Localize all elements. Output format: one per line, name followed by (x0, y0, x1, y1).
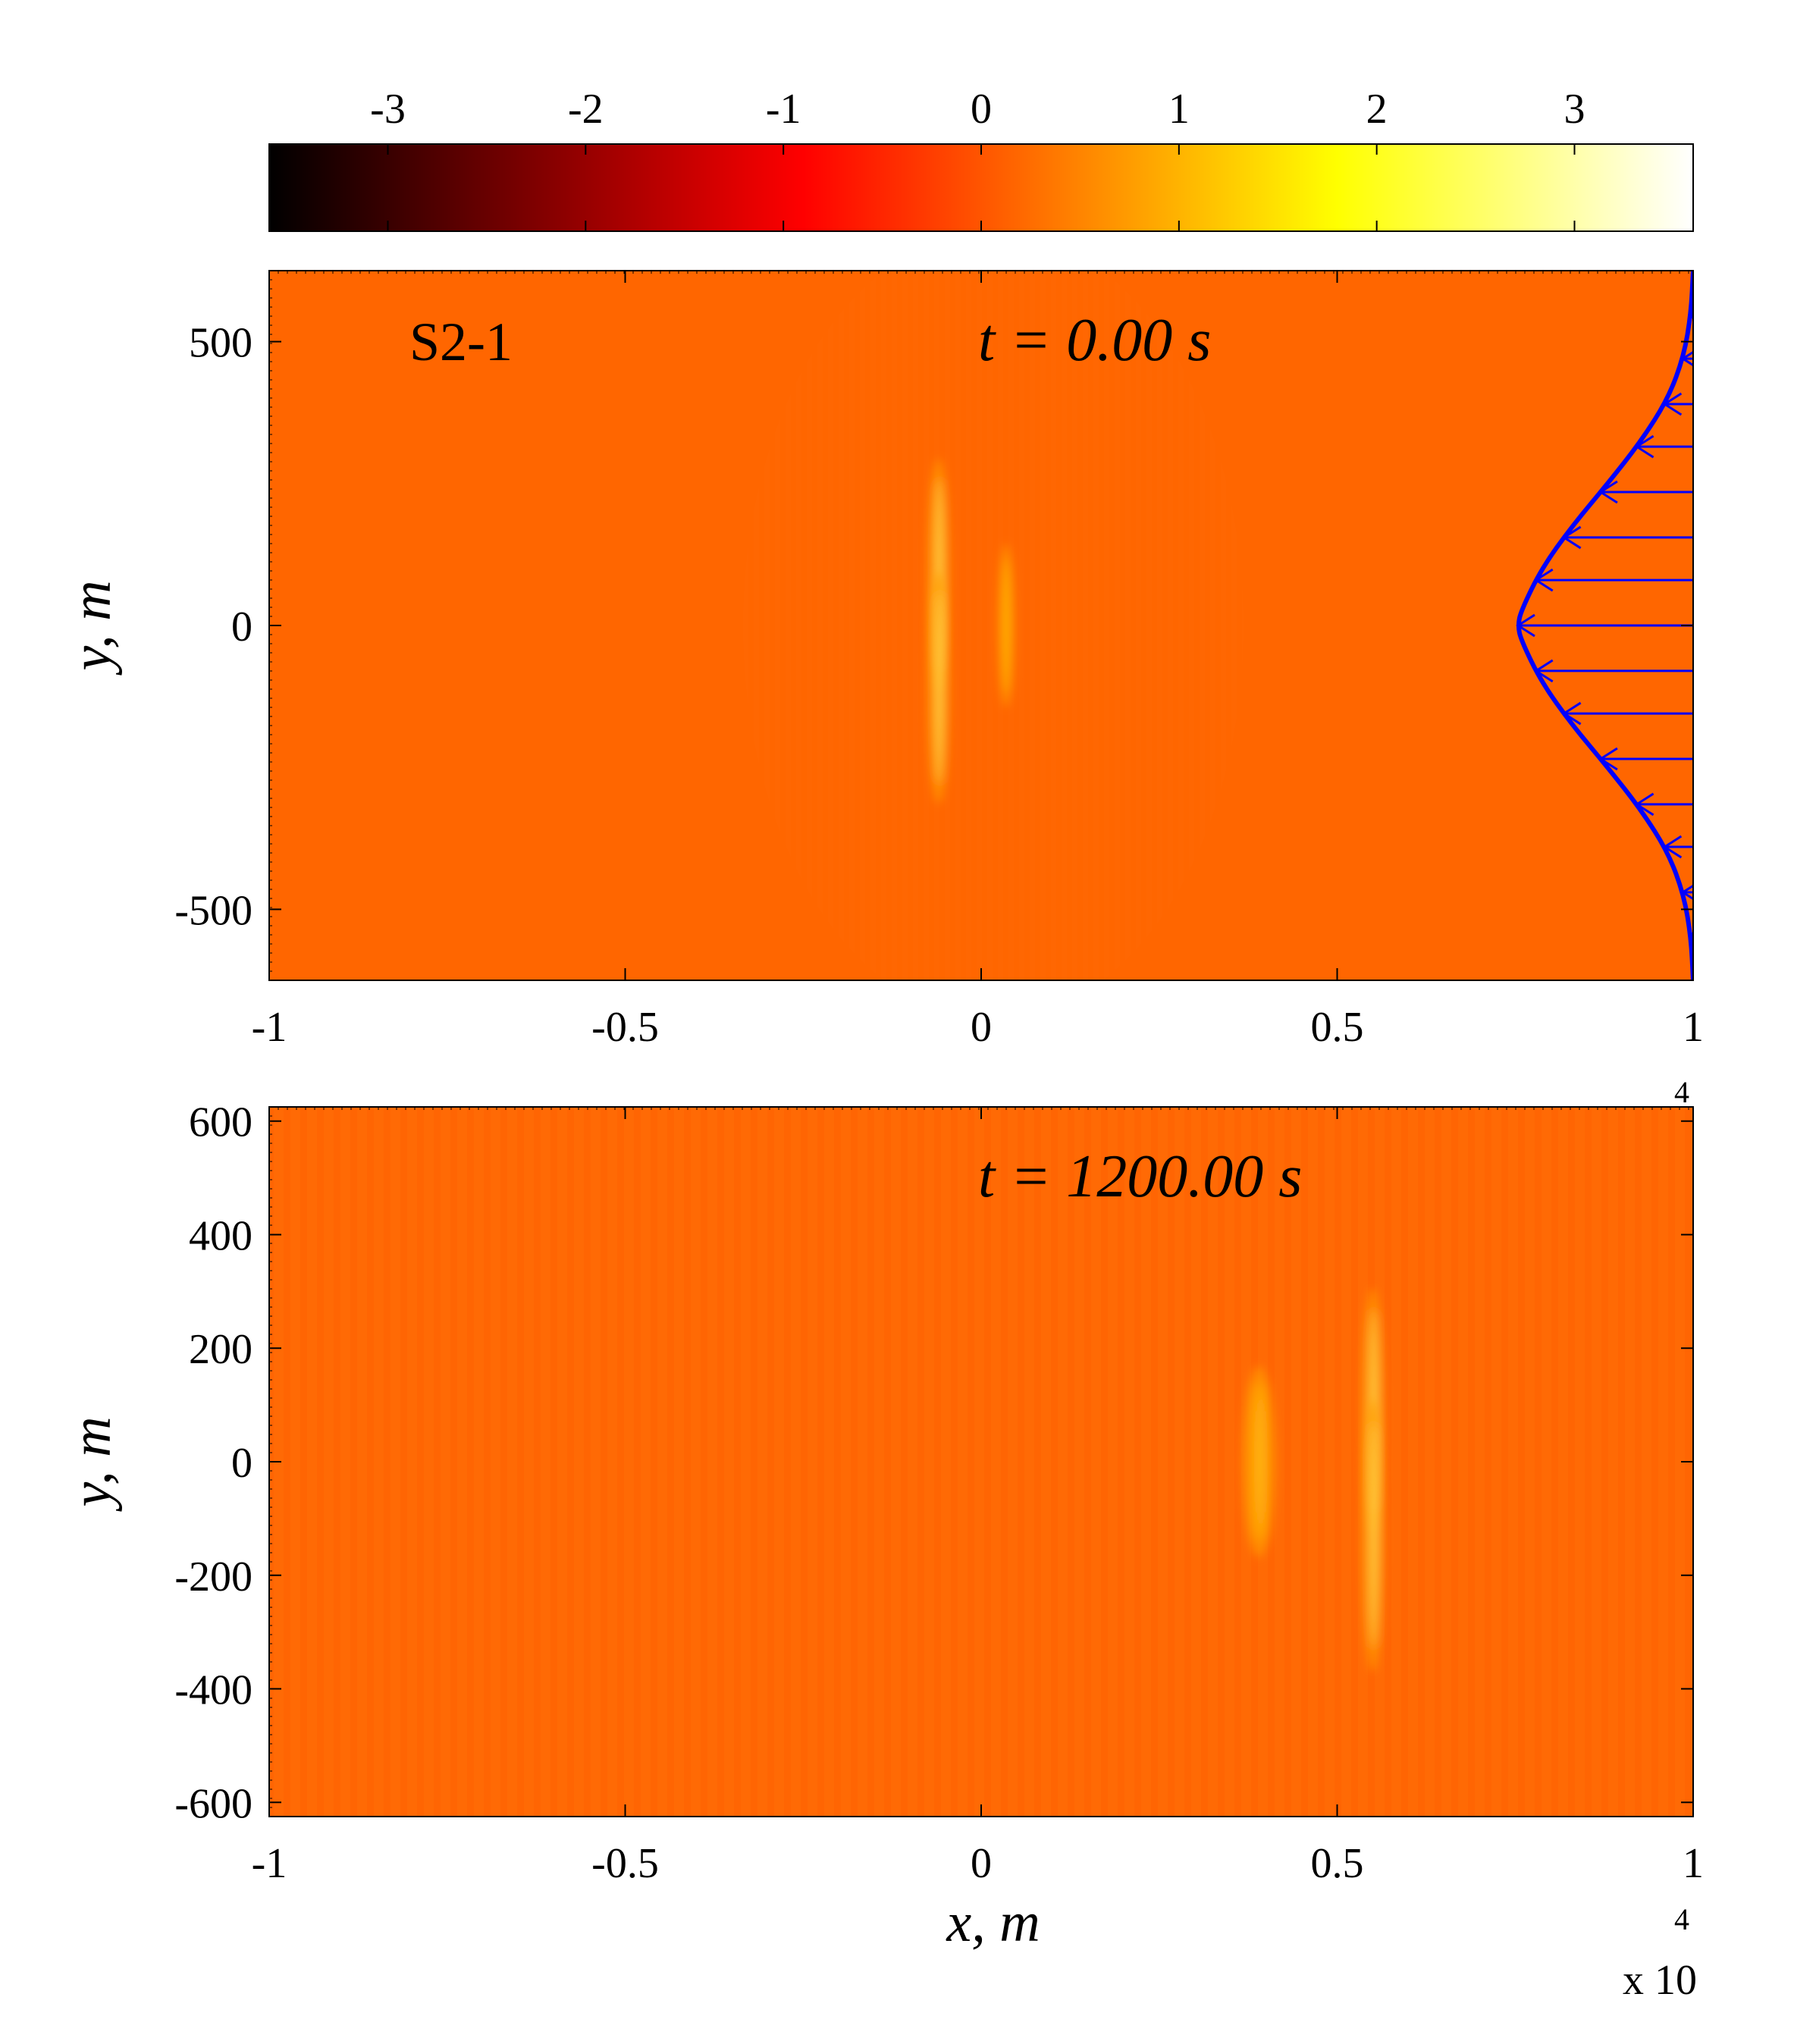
top-features (927, 458, 1015, 804)
feature-glow (927, 572, 950, 804)
bottom-panel: -1 -0.5 0 0.5 1 -600 -400 -200 0 200 400 600 t = 1… (61, 1099, 1704, 2004)
y-tick-label: 600 (189, 1099, 252, 1146)
profile-arrow-head (1688, 932, 1693, 939)
x-tick-label: -0.5 (591, 1004, 659, 1051)
bottom-y-axis-label: y, m (61, 1416, 123, 1512)
colorbar-tick-label: 1 (1168, 86, 1190, 133)
bottom-x-ticks: -1 -0.5 0 0.5 1 (252, 1107, 1704, 1887)
profile-arrow-head (1516, 613, 1535, 638)
profile-arrow-head (1533, 659, 1554, 683)
feature-glow (1242, 1366, 1276, 1557)
profile-arrow-head (1533, 568, 1554, 592)
top-x-exponent: 4 (1674, 1075, 1689, 1109)
bottom-x-axis-label: x, m (946, 1892, 1040, 1954)
x-tick-label: -1 (252, 1004, 287, 1051)
feature-band (939, 591, 941, 785)
x-tick-label: 0 (971, 1840, 992, 1887)
profile-arrow-head (1680, 884, 1693, 901)
x-tick-label: -0.5 (591, 1840, 659, 1887)
inflow-velocity-profile (1516, 271, 1693, 980)
bottom-wave-pattern (269, 1107, 1693, 1817)
feature-band (1375, 1422, 1378, 1650)
y-tick-label: -500 (174, 887, 252, 934)
profile-arrow-head (1688, 312, 1693, 319)
x-tick-label: -1 (252, 1840, 287, 1887)
field-feature (1242, 1366, 1276, 1557)
profile-arrow-head (1662, 835, 1683, 859)
feature-glow (1361, 1399, 1385, 1673)
top-wave-envelope (743, 271, 1244, 980)
feature-band (933, 591, 936, 785)
bottom-y-ticks: -600 -400 -200 0 200 400 600 (174, 1099, 1693, 1827)
y-tick-label: 400 (189, 1212, 252, 1259)
top-y-ticks: -500 0 500 (174, 270, 1693, 981)
profile-arrow-head (1561, 701, 1582, 726)
field-feature (1361, 1399, 1385, 1673)
y-tick-label: -400 (174, 1667, 252, 1714)
colorbar-tick-label: 0 (971, 86, 992, 133)
y-tick-label: -600 (174, 1780, 252, 1827)
top-panel-label: S2-1 (409, 312, 513, 372)
feature-band (936, 591, 938, 785)
feature-band (1252, 1382, 1255, 1541)
profile-arrow-head (1634, 434, 1654, 459)
colorbar-tick-label: 3 (1564, 86, 1585, 133)
colorbar-tick-label: -3 (370, 86, 406, 133)
feature-band (1008, 557, 1010, 694)
field-feature (927, 572, 950, 804)
top-x-ticks: -1 -0.5 0 0.5 1 (252, 271, 1704, 1051)
bottom-time-label: t = 1200.00 s (978, 1143, 1302, 1210)
field-feature (997, 544, 1015, 707)
feature-band (1368, 1422, 1370, 1650)
x-tick-label: 0 (971, 1004, 992, 1051)
y-tick-label: 0 (231, 1440, 252, 1487)
top-time-label: t = 0.00 s (978, 307, 1211, 374)
colorbar-ticks: -3 -2 -1 0 1 2 3 (370, 86, 1585, 231)
profile-arrow-head (1561, 525, 1582, 550)
profile-arrow-head (1680, 350, 1693, 367)
feature-band (1006, 557, 1008, 694)
colorbar-tick-label: 2 (1366, 86, 1388, 133)
profile-arrow-head (1634, 792, 1654, 817)
feature-band (1004, 557, 1006, 694)
x-tick-label: 1 (1683, 1840, 1704, 1887)
feature-band (1373, 1422, 1375, 1650)
profile-arrow-head (1662, 392, 1683, 416)
profile-arrow-head (1598, 747, 1618, 771)
x-tick-label: 0.5 (1311, 1840, 1364, 1887)
feature-band (1370, 1422, 1372, 1650)
y-tick-label: 500 (189, 320, 252, 367)
y-tick-label: 0 (231, 603, 252, 651)
y-tick-label: -200 (174, 1553, 252, 1600)
y-tick-label: 200 (189, 1326, 252, 1373)
feature-band (1263, 1382, 1266, 1541)
colorbar-tick-label: -1 (766, 86, 801, 133)
bottom-x-exponent-power: 4 (1674, 1902, 1689, 1936)
feature-band (941, 591, 943, 785)
inflow-profile-arrows (1516, 312, 1693, 939)
colorbar-tick-label: -2 (568, 86, 604, 133)
x-tick-label: 1 (1683, 1004, 1704, 1051)
colorbar: -3 -2 -1 0 1 2 3 (268, 86, 1694, 232)
x-tick-label: 0.5 (1311, 1004, 1364, 1051)
feature-band (1256, 1382, 1259, 1541)
feature-band (1259, 1382, 1262, 1541)
feature-glow (997, 544, 1015, 707)
top-panel: -1 -0.5 0 0.5 1 -500 0 500 S2-1 t = 0.00 s y, … (61, 270, 1704, 1109)
profile-arrow-head (1598, 480, 1618, 504)
feature-band (1002, 557, 1004, 694)
bottom-features (1242, 1287, 1385, 1673)
bottom-x-exponent: x 10 (1623, 1957, 1697, 2004)
colorbar-gradient (268, 143, 1694, 232)
top-y-axis-label: y, m (61, 580, 123, 676)
